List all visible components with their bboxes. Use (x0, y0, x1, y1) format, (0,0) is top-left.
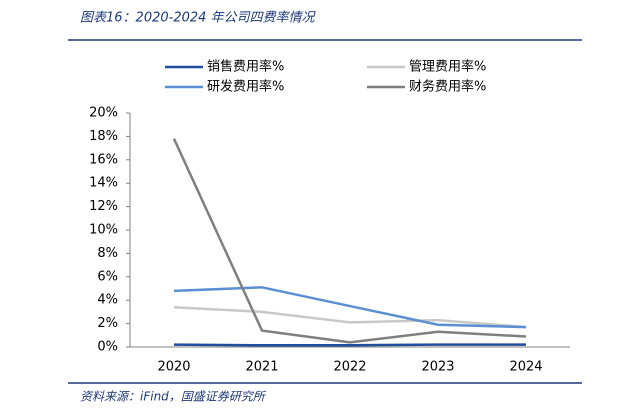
y-tick-label: 10% (89, 223, 118, 238)
legend-label: 销售费用率% (207, 59, 284, 75)
x-tick-label: 2020 (157, 360, 190, 375)
series-line (172, 138, 527, 344)
x-tick-label: 2022 (333, 360, 366, 375)
chart-title: 图表16：2020-2024 年公司四费率情况 (80, 10, 317, 26)
series-line (173, 286, 527, 329)
legend-label: 研发费用率% (207, 79, 284, 95)
y-tick-label: 2% (97, 316, 118, 331)
y-tick-label: 6% (97, 269, 118, 284)
y-tick-label: 12% (89, 199, 118, 214)
y-tick-label: 20% (89, 106, 118, 121)
x-tick-label: 2021 (245, 360, 278, 375)
y-tick-label: 18% (89, 129, 118, 144)
y-tick-label: 0% (97, 340, 118, 355)
series-line (173, 305, 527, 329)
y-tick-label: 16% (89, 152, 118, 167)
legend-label: 财务费用率% (409, 79, 486, 95)
source-note: 资料来源：iFind，国盛证券研究所 (80, 390, 267, 404)
x-tick-label: 2024 (509, 360, 542, 375)
x-tick-label: 2023 (421, 360, 454, 375)
legend-label: 管理费用率% (409, 59, 486, 75)
series-line (173, 343, 526, 347)
y-tick-label: 14% (89, 176, 118, 191)
y-tick-label: 8% (97, 246, 118, 261)
y-tick-label: 4% (97, 293, 118, 308)
